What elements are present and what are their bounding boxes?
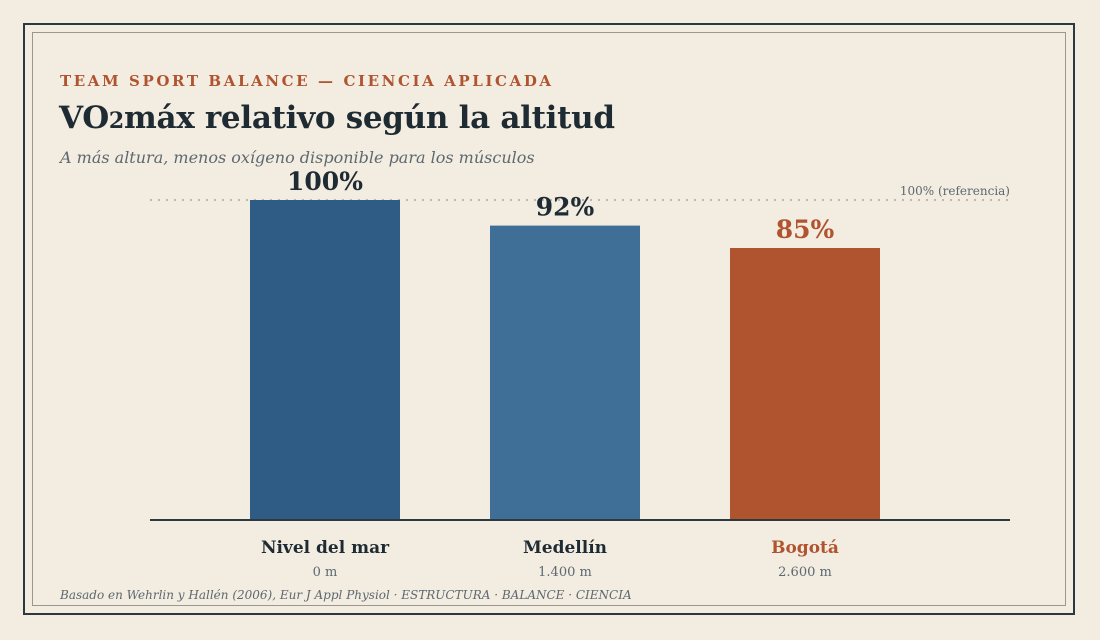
eyebrow-label: TEAM SPORT BALANCE — CIENCIA APLICADA [60, 72, 554, 90]
inner-frame [32, 32, 1066, 606]
title-rest: máx relativo según la altitud [123, 100, 615, 136]
bar-2 [490, 225, 640, 520]
reference-line-label: 100% (referencia) [900, 184, 1010, 198]
chart-subtitle: A más altura, menos oxígeno disponible p… [60, 148, 535, 167]
altitude-label-2: 1.400 m [538, 565, 592, 580]
bar-1 [250, 200, 400, 520]
source-footnote: Basado en Wehrlin y Hallén (2006), Eur J… [60, 588, 632, 602]
chart-title: VO2máx relativo según la altitud [59, 100, 615, 136]
title-subscript: 2 [108, 108, 124, 134]
category-label-3: Bogotá [771, 538, 839, 558]
category-label-2: Medellín [523, 538, 607, 558]
value-label-3: 85% [776, 215, 835, 244]
bar-3 [730, 248, 880, 520]
altitude-label-3: 2.600 m [778, 565, 832, 580]
value-label-2: 92% [536, 193, 595, 222]
altitude-label-1: 0 m [313, 565, 338, 580]
title-prefix: VO [59, 100, 109, 136]
value-label-1: 100% [287, 167, 363, 196]
category-label-1: Nivel del mar [261, 538, 390, 558]
outer-frame [23, 23, 1075, 615]
